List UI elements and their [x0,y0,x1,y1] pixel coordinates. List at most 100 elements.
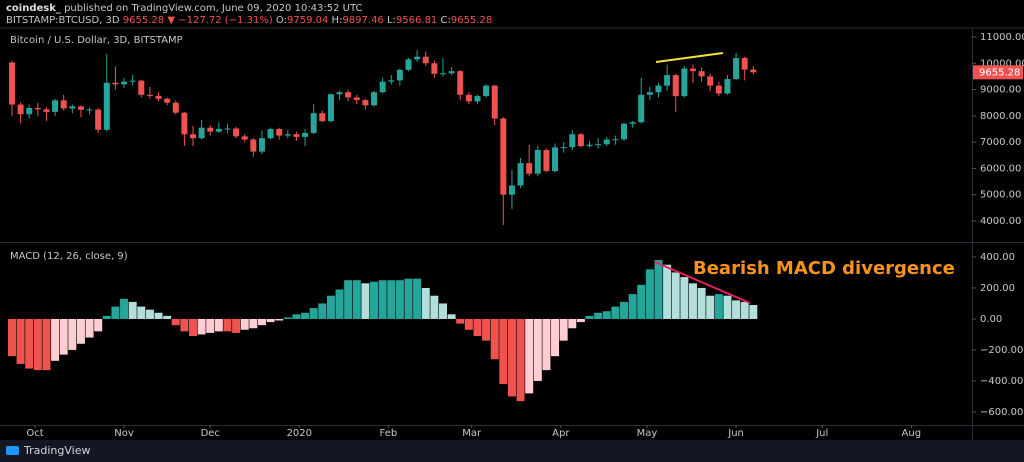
change: ▼ −127.72 (−1.31%) [167,15,272,26]
candle-body [741,58,748,70]
macd-bar [154,312,163,319]
x-tick-label: Nov [114,428,134,439]
candle-body [17,104,24,115]
candle-body [198,127,205,139]
x-tick-label: Dec [201,428,220,439]
candle-body [258,138,265,152]
candle-body [405,59,412,70]
y-tick-label: 11000.00 [980,32,1024,43]
candle-body [724,79,731,94]
y-tick-label: 7000.00 [980,137,1021,148]
y-tick-label: 5000.00 [980,190,1021,201]
macd-bar [128,301,137,319]
candle-body [293,134,300,137]
candle-body [707,76,714,86]
footer-logo [6,446,19,455]
macd-bar [189,318,198,337]
macd-bar [749,305,758,319]
candle-body [164,98,171,103]
last-price-label: 9655.28 [979,67,1020,78]
header-line-2: BITSTAMP:BTCUSD, 3D 9655.28 ▼ −127.72 (−… [6,15,492,26]
macd-bar [421,287,430,319]
last-price: 9655.28 [123,15,164,26]
candle-body [715,85,722,94]
candle-body [517,163,524,186]
macd-bar [16,318,25,364]
macd-bar [214,318,223,332]
candle-body [233,128,240,137]
macd-bar [352,280,361,319]
macd-bar [585,315,594,319]
macd-bar [197,318,206,335]
macd-bar [163,315,172,319]
macd-bar [602,311,611,319]
macd-bar [620,301,629,319]
candle-body [207,127,214,132]
candle-body [103,82,110,130]
y-tick-label: 8000.00 [980,111,1021,122]
macd-bar [706,295,715,319]
x-tick-label: Jul [815,428,828,439]
macd-bar [7,318,16,357]
candle-body [569,134,576,148]
open-label: O: [276,15,287,26]
candle-body [43,109,50,112]
macd-bar [473,318,482,337]
candle-body [172,102,179,113]
macd-bar [33,318,42,371]
macd-bar [361,283,370,319]
macd-bar [740,301,749,319]
candle-body [431,63,438,74]
candle-body [60,100,67,109]
candle-body [379,81,386,93]
candle-body [629,122,636,124]
x-tick-label: Aug [902,428,922,439]
footer-brand: TradingView [23,444,90,457]
macd-bar [120,298,129,319]
macd-bar [102,315,111,319]
candle-body [595,144,602,146]
candle-body [345,92,352,98]
header-line-1: coindesk_ published on TradingView.com, … [6,3,363,14]
candle-body [327,94,334,122]
candle-body [543,150,550,172]
macd-pane-title: MACD (12, 26, close, 9) [10,251,128,262]
macd-bar [413,278,422,319]
candle-body [474,96,481,102]
candle-body [371,92,378,106]
macd-bar [309,308,318,319]
macd-bar [645,269,654,319]
macd-bar [525,318,534,394]
macd-bar [292,314,301,319]
macd-bar [240,318,249,330]
candle-body [112,82,119,85]
macd-bar [42,318,51,371]
candle-body [491,85,498,119]
candle-body [241,136,248,140]
y-tick-label: 10000.00 [980,58,1024,69]
macd-bar [447,314,456,319]
macd-bar [387,280,396,319]
candle-body [155,95,162,99]
candle-body [672,75,679,97]
low-value: 9566.81 [396,15,437,26]
candle-body [284,134,291,136]
candle-body [448,71,455,74]
macd-bar [490,318,499,360]
symbol: BITSTAMP:BTCUSD, 3D [6,15,120,26]
macd-bar [697,287,706,319]
macd-bar [723,295,732,319]
macd-bar [85,318,94,338]
x-tick-label: May [637,428,658,439]
macd-bar [232,318,241,333]
candle-body [586,144,593,147]
macd-bar [51,318,60,361]
candle-body [86,109,93,111]
candle-body [215,128,222,132]
candle-body [129,80,136,82]
macd-bar [404,278,413,319]
candle-body [655,85,662,93]
macd-bar [456,318,465,324]
x-tick-label: Apr [552,428,570,439]
